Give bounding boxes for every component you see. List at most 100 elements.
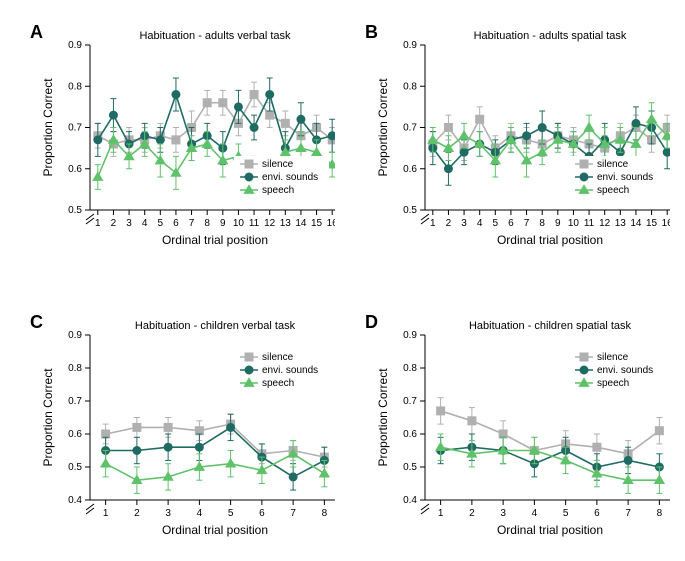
- ytick-label: 0.6: [68, 429, 82, 440]
- xtick-label: 12: [599, 218, 611, 229]
- ytick-label: 0.7: [68, 396, 82, 407]
- ytick-label: 0.5: [68, 462, 82, 473]
- xtick-label: 1: [430, 218, 436, 229]
- xtick-label: 4: [197, 508, 203, 519]
- ylabel: Proportion Correct: [376, 78, 390, 177]
- panel-letter: C: [30, 312, 43, 333]
- panel-letter: D: [365, 312, 378, 333]
- legend-label-silence: silence: [597, 159, 629, 170]
- panel-C-svg: 0.4 0.5 0.6 0.7 0.8 0.9 1 2 3 4 5 6 7 8 Habituation - …: [30, 300, 335, 550]
- ytick-label: 0.9: [68, 40, 82, 51]
- ytick-label: 0.9: [403, 40, 417, 51]
- xtick-label: 9: [220, 218, 226, 229]
- xtick-label: 11: [249, 218, 260, 229]
- xtick-label: 8: [539, 218, 545, 229]
- xtick-label: 2: [134, 508, 140, 519]
- xtick-label: 6: [259, 508, 265, 519]
- xtick-label: 6: [508, 218, 514, 229]
- ytick-label: 0.4: [68, 495, 82, 506]
- xtick-label: 6: [594, 508, 600, 519]
- panel-title: Habituation - adults spatial task: [474, 30, 627, 42]
- panel-title: Habituation - children verbal task: [135, 320, 296, 332]
- panel-C: C 0.4 0.5 0.6 0.7 0.8 0.9 1 2 3 4 5 6 7 8 Habituation …: [30, 300, 335, 550]
- legend-label-silence: silence: [262, 352, 294, 363]
- legend-label-envi: envi. sounds: [262, 365, 318, 376]
- ytick-label: 0.8: [403, 363, 417, 374]
- xlabel: Ordinal trial position: [497, 233, 603, 247]
- ylabel: Proportion Correct: [41, 368, 55, 467]
- legend-label-speech: speech: [597, 185, 629, 196]
- xtick-label: 14: [295, 218, 307, 229]
- xtick-label: 3: [500, 508, 506, 519]
- xtick-label: 14: [630, 218, 642, 229]
- xtick-label: 15: [646, 218, 658, 229]
- xtick-label: 16: [327, 218, 335, 229]
- panel-letter: A: [30, 22, 43, 43]
- ytick-label: 0.8: [68, 363, 82, 374]
- panel-A-svg: 0.50.60.70.80.912345678910111213141516Ha…: [30, 10, 335, 260]
- ytick-label: 0.5: [68, 205, 82, 216]
- xtick-label: 7: [524, 218, 530, 229]
- ytick-label: 0.7: [68, 123, 82, 134]
- legend-label-speech: speech: [262, 185, 294, 196]
- panel-letter: B: [365, 22, 378, 43]
- ytick-label: 0.6: [68, 164, 82, 175]
- xtick-label: 7: [189, 218, 195, 229]
- legend-label-envi: envi. sounds: [597, 365, 653, 376]
- ytick-label: 0.5: [403, 205, 417, 216]
- xlabel: Ordinal trial position: [162, 523, 268, 537]
- xtick-label: 11: [584, 218, 595, 229]
- panel-D-svg: 0.40.50.60.70.80.912345678Habituation - …: [365, 300, 670, 550]
- xtick-label: 10: [233, 218, 245, 229]
- ytick-label: 0.9: [68, 330, 82, 341]
- ylabel: Proportion Correct: [41, 78, 55, 177]
- panel-A: A 0.50.60.70.80.912345678910111213141516…: [30, 10, 335, 260]
- xtick-label: 1: [103, 508, 109, 519]
- legend-label-speech: speech: [262, 378, 294, 389]
- xtick-label: 8: [322, 508, 328, 519]
- panel-B-svg: 0.50.60.70.80.912345678910111213141516Ha…: [365, 10, 670, 260]
- xlabel: Ordinal trial position: [497, 523, 603, 537]
- xtick-label: 7: [290, 508, 296, 519]
- xtick-label: 3: [126, 218, 132, 229]
- legend-label-envi: envi. sounds: [597, 172, 653, 183]
- xtick-label: 4: [477, 218, 483, 229]
- figure: A 0.50.60.70.80.912345678910111213141516…: [0, 0, 685, 561]
- xtick-label: 4: [142, 218, 148, 229]
- xtick-label: 5: [493, 218, 499, 229]
- xtick-label: 3: [165, 508, 171, 519]
- legend-label-silence: silence: [597, 352, 629, 363]
- xtick-label: 5: [563, 508, 569, 519]
- xtick-label: 15: [311, 218, 323, 229]
- xtick-label: 6: [173, 218, 179, 229]
- xtick-label: 12: [264, 218, 276, 229]
- xtick-label: 5: [228, 508, 234, 519]
- panel-title: Habituation - children spatial task: [469, 320, 632, 332]
- ytick-label: 0.8: [68, 81, 82, 92]
- panel-title: Habituation - adults verbal task: [139, 30, 291, 42]
- legend-label-envi: envi. sounds: [262, 172, 318, 183]
- ytick-label: 0.6: [403, 164, 417, 175]
- ytick-label: 0.6: [403, 429, 417, 440]
- ytick-label: 0.5: [403, 462, 417, 473]
- xtick-label: 13: [615, 218, 627, 229]
- xtick-label: 3: [461, 218, 467, 229]
- legend-label-silence: silence: [262, 159, 294, 170]
- xtick-label: 2: [111, 218, 117, 229]
- ytick-label: 0.7: [403, 123, 417, 134]
- ytick-label: 0.7: [403, 396, 417, 407]
- xtick-label: 5: [158, 218, 164, 229]
- xtick-label: 13: [280, 218, 292, 229]
- panel-B: B 0.50.60.70.80.912345678910111213141516…: [365, 10, 670, 260]
- xtick-label: 2: [469, 508, 475, 519]
- ytick-label: 0.9: [403, 330, 417, 341]
- panel-D: D 0.40.50.60.70.80.912345678Habituation …: [365, 300, 670, 550]
- xtick-label: 7: [625, 508, 631, 519]
- xlabel: Ordinal trial position: [162, 233, 268, 247]
- xtick-label: 2: [446, 218, 452, 229]
- ytick-label: 0.4: [403, 495, 417, 506]
- xtick-label: 16: [662, 218, 670, 229]
- xtick-label: 10: [568, 218, 580, 229]
- xtick-label: 1: [438, 508, 444, 519]
- xtick-label: 8: [657, 508, 663, 519]
